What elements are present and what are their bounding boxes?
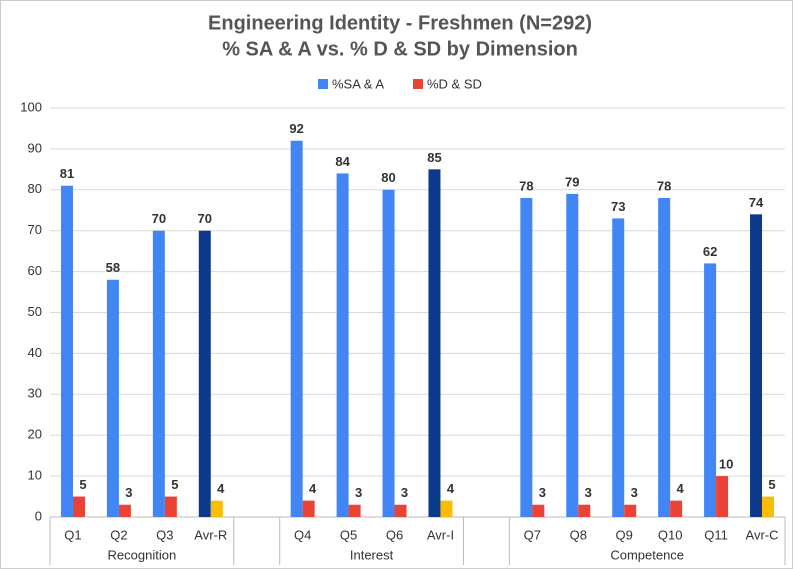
bar xyxy=(118,504,131,517)
value-label: 78 xyxy=(519,178,533,193)
bar xyxy=(428,169,441,517)
x-tick-label: Q11 xyxy=(704,527,728,542)
group-label: Interest xyxy=(350,547,394,562)
value-label: 79 xyxy=(565,174,579,189)
x-tick-label: Avr-R xyxy=(194,527,227,542)
value-label: 62 xyxy=(703,244,717,259)
y-tick-label: 60 xyxy=(28,263,42,278)
value-label: 3 xyxy=(125,485,132,500)
value-label: 80 xyxy=(381,170,395,185)
chart-title: Engineering Identity - Freshmen (N=292) xyxy=(208,12,592,34)
y-tick-label: 100 xyxy=(20,99,42,114)
value-label: 5 xyxy=(171,477,178,492)
value-label: 10 xyxy=(719,457,733,472)
y-tick-label: 20 xyxy=(28,427,42,442)
y-tick-label: 30 xyxy=(28,386,42,401)
bar xyxy=(106,279,119,517)
bar xyxy=(198,230,211,517)
y-tick-label: 70 xyxy=(28,222,42,237)
bar xyxy=(578,504,591,517)
legend-label: %SA & A xyxy=(332,76,384,91)
value-label: 5 xyxy=(768,477,775,492)
bar xyxy=(624,504,637,517)
bar xyxy=(72,496,85,517)
group-label: Competence xyxy=(610,547,684,562)
bar xyxy=(440,500,453,517)
x-tick-label: Q9 xyxy=(616,527,633,542)
x-tick-label: Q6 xyxy=(386,527,403,542)
legend-swatch xyxy=(318,79,328,89)
x-tick-label: Q2 xyxy=(110,527,127,542)
value-label: 58 xyxy=(106,260,120,275)
value-label: 70 xyxy=(152,211,166,226)
bar xyxy=(394,504,407,517)
value-label: 3 xyxy=(631,485,638,500)
chart-subtitle: % SA & A vs. % D & SD by Dimension xyxy=(222,38,578,60)
value-label: 78 xyxy=(657,178,671,193)
bar xyxy=(750,214,763,517)
bar xyxy=(60,185,73,517)
bar xyxy=(164,496,177,517)
bar xyxy=(566,193,579,517)
y-tick-label: 80 xyxy=(28,181,42,196)
x-tick-label: Q10 xyxy=(658,527,683,542)
value-label: 81 xyxy=(60,166,74,181)
value-label: 3 xyxy=(401,485,408,500)
value-label: 4 xyxy=(309,481,317,496)
bar xyxy=(762,496,775,517)
bar xyxy=(520,197,533,518)
value-label: 4 xyxy=(447,481,455,496)
bar xyxy=(704,263,717,517)
value-label: 3 xyxy=(355,485,362,500)
x-tick-label: Q7 xyxy=(524,527,541,542)
bar xyxy=(532,504,545,517)
x-tick-label: Avr-I xyxy=(427,527,454,542)
legend-swatch xyxy=(413,79,423,89)
value-label: 84 xyxy=(335,154,350,169)
x-tick-label: Q1 xyxy=(64,527,81,542)
y-tick-label: 90 xyxy=(28,140,42,155)
value-label: 4 xyxy=(217,481,225,496)
bar xyxy=(152,230,165,517)
x-tick-label: Q3 xyxy=(156,527,173,542)
y-tick-label: 50 xyxy=(28,304,42,319)
bar xyxy=(290,140,303,517)
bar xyxy=(658,197,671,518)
x-tick-label: Q8 xyxy=(570,527,587,542)
y-tick-label: 40 xyxy=(28,345,42,360)
value-label: 4 xyxy=(677,481,685,496)
value-label: 5 xyxy=(79,477,86,492)
value-label: 3 xyxy=(585,485,592,500)
group-label: Recognition xyxy=(108,547,177,562)
bar xyxy=(210,500,223,517)
value-label: 74 xyxy=(749,195,764,210)
x-tick-label: Avr-C xyxy=(746,527,779,542)
bar xyxy=(302,500,315,517)
value-label: 85 xyxy=(427,150,441,165)
bar xyxy=(336,173,349,517)
bar xyxy=(382,189,395,518)
value-label: 70 xyxy=(198,211,212,226)
value-label: 3 xyxy=(539,485,546,500)
x-tick-label: Q5 xyxy=(340,527,357,542)
value-label: 92 xyxy=(289,121,303,136)
bar xyxy=(348,504,361,517)
x-tick-label: Q4 xyxy=(294,527,311,542)
y-tick-label: 0 xyxy=(35,508,42,523)
y-tick-label: 10 xyxy=(28,468,42,483)
bar xyxy=(612,218,625,517)
value-label: 73 xyxy=(611,199,625,214)
legend-label: %D & SD xyxy=(427,76,482,91)
bar xyxy=(670,500,683,517)
bar xyxy=(716,476,729,517)
